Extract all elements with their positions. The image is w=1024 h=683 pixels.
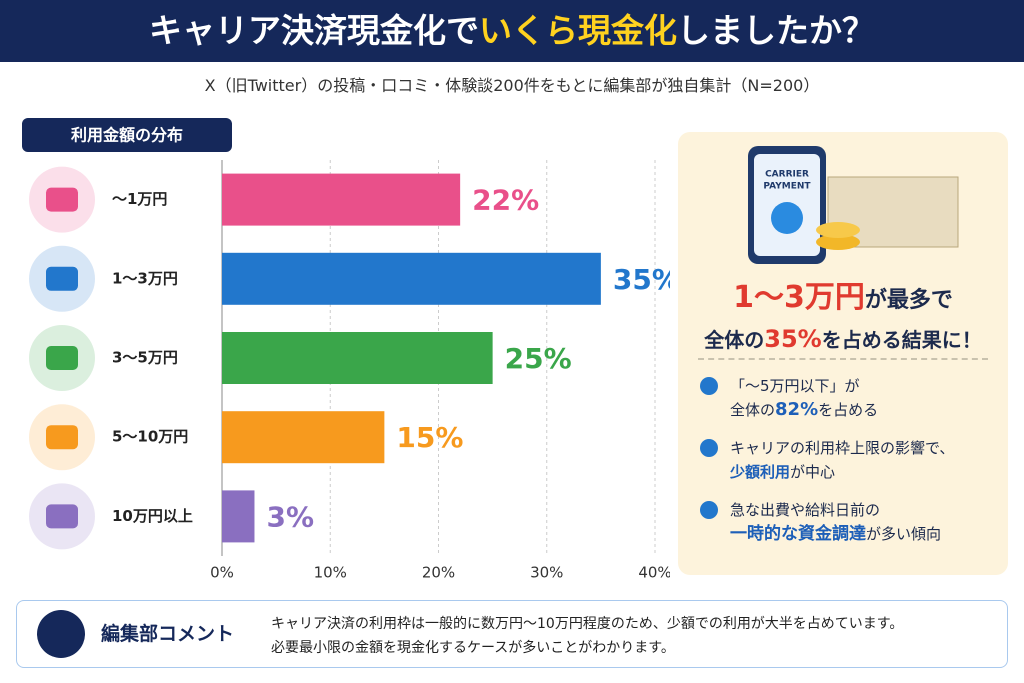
- icon-shape: [46, 504, 78, 529]
- point-text: 全体の: [730, 401, 776, 419]
- coin: [816, 222, 860, 238]
- headline-part: を占める結果に！: [821, 328, 982, 352]
- bar: [222, 252, 601, 305]
- bar: [222, 332, 493, 384]
- icon-shape: [46, 425, 78, 450]
- card-text: PAYMENT: [763, 182, 811, 192]
- chart-title: 利用金額の分布: [71, 126, 183, 145]
- check-icon: [700, 439, 718, 457]
- x-tick-label: 30%: [530, 564, 563, 582]
- point-line: 少額利用が中心: [730, 460, 954, 484]
- icon-shape: [46, 187, 78, 212]
- header: キャリア決済現金化でいくら現金化しましたか？: [0, 0, 1024, 62]
- point-text: 一時的な資金調達: [730, 524, 866, 544]
- bar: [222, 173, 461, 226]
- category-label: 10万円以上: [112, 507, 193, 525]
- headline-part: 全体の: [704, 328, 765, 352]
- point-text: が多い傾向: [866, 525, 942, 543]
- headline-part: 35%: [764, 325, 822, 353]
- title-part: しましたか？: [677, 11, 875, 50]
- value-label: 35%: [613, 263, 670, 296]
- point: 「〜5万円以下」が 全体の82%を占める: [700, 374, 878, 422]
- title-part: キャリア決済現金化で: [149, 11, 479, 50]
- x-tick-label: 40%: [638, 564, 670, 582]
- point-text: キャリアの利用枠上限の影響で、: [730, 439, 955, 457]
- coin: [816, 234, 860, 250]
- subtitle: X（旧Twitter）の投稿・口コミ・体験談200件をもとに編集部が独自集計（N…: [204, 76, 820, 95]
- point-text: が中心: [790, 463, 836, 481]
- bar: [222, 490, 255, 543]
- value-label: 3%: [266, 500, 314, 533]
- point-line: 全体の82%を占める: [730, 398, 878, 422]
- title-part: いくら現金化: [479, 11, 677, 50]
- comment-line: 必要最小限の金額を現金化するケースが多いことがわかります。: [271, 640, 675, 656]
- comment-title: 編集部コメント: [101, 623, 235, 645]
- side-panel: CARRIER PAYMENT 1〜3万円が最多で 全体の35%を占める結果に！…: [678, 132, 1008, 575]
- value-label: 22%: [472, 184, 539, 217]
- x-tick-label: 10%: [314, 564, 347, 582]
- point-text: 82%: [775, 399, 819, 420]
- icon-shape: [46, 266, 78, 291]
- section-pill: [22, 118, 232, 152]
- headline-part: 1〜3万円: [733, 280, 865, 315]
- headline-part: が最多で: [864, 288, 953, 313]
- illustration: CARRIER PAYMENT: [748, 146, 959, 264]
- x-tick-label: 0%: [210, 564, 234, 582]
- check-icon: [700, 377, 718, 395]
- comment-box: 編集部コメント キャリア決済の利用枠は一般的に数万円〜10万円程度のため、少額で…: [16, 600, 1008, 668]
- value-label: 25%: [505, 342, 572, 375]
- bulb-icon: [37, 610, 85, 658]
- point: キャリアの利用枠上限の影響で、 少額利用が中心: [700, 436, 954, 484]
- icon-shape: [46, 346, 78, 370]
- bar: [222, 411, 385, 464]
- category-label: 〜1万円: [112, 190, 167, 208]
- check: [771, 202, 803, 234]
- headline: 1〜3万円が最多で: [678, 272, 1008, 316]
- category-label: 5〜10万円: [112, 428, 188, 446]
- category-label: 1〜3万円: [112, 269, 178, 287]
- point-line: 一時的な資金調達が多い傾向: [730, 522, 941, 546]
- point-text: を占める: [818, 401, 879, 419]
- point: 急な出費や給料日前の 一時的な資金調達が多い傾向: [700, 498, 941, 546]
- card-text: CARRIER: [765, 170, 809, 180]
- check-icon: [700, 501, 718, 519]
- point-text: 少額利用: [730, 463, 791, 481]
- value-label: 15%: [396, 421, 463, 454]
- headline: 全体の35%を占める結果に！: [678, 324, 1008, 353]
- point-text: 急な出費や給料日前の: [730, 501, 881, 519]
- point-line: キャリアの利用枠上限の影響で、: [730, 436, 954, 460]
- comment-line: キャリア決済の利用枠は一般的に数万円〜10万円程度のため、少額での利用が大半を占…: [271, 616, 904, 632]
- chart: 利用金額の分布 0% 10% 20% 30% 40% 〜1万円 22% 1〜3万円 35% 3〜5…: [22, 118, 670, 582]
- point-text: 「〜5万円以下」が: [730, 377, 860, 395]
- divider: [698, 358, 988, 360]
- category-label: 3〜5万円: [112, 349, 178, 367]
- x-tick-label: 20%: [422, 564, 455, 582]
- point-line: 「〜5万円以下」が: [730, 374, 878, 398]
- point-line: 急な出費や給料日前の: [730, 498, 941, 522]
